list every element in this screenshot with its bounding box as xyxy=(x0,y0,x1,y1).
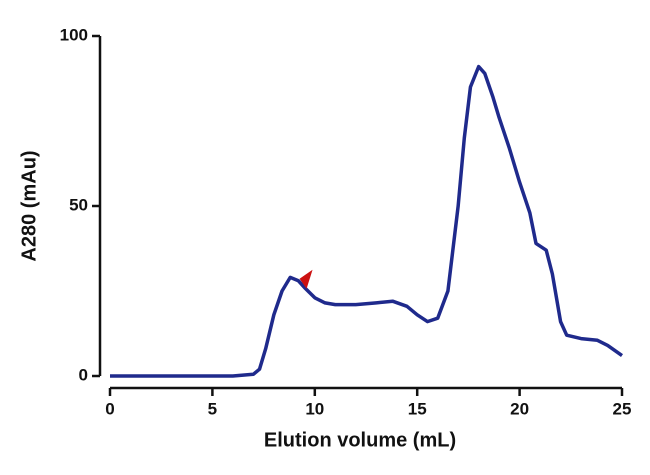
x-tick-label: 5 xyxy=(208,399,217,418)
y-tick-label: 100 xyxy=(60,25,88,44)
x-tick-label: 25 xyxy=(613,399,632,418)
y-tick-label: 0 xyxy=(79,365,88,384)
y-tick-label: 50 xyxy=(69,195,88,214)
x-tick-label: 0 xyxy=(105,399,114,418)
x-tick-label: 10 xyxy=(305,399,324,418)
x-tick-label: 20 xyxy=(510,399,529,418)
y-axis-label: A280 (mAu) xyxy=(18,150,40,261)
elution-curve xyxy=(110,64,624,378)
x-tick-label: 15 xyxy=(408,399,427,418)
annotation-marker xyxy=(299,269,313,289)
x-axis-label: Elution volume (mL) xyxy=(264,429,456,451)
